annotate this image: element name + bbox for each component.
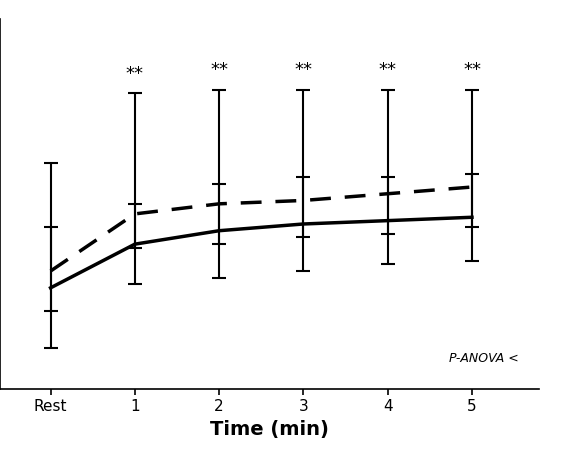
Text: **: ** [463,62,481,80]
Text: P-ANOVA <: P-ANOVA < [448,352,519,365]
Text: **: ** [126,65,144,83]
Text: **: ** [379,62,397,80]
Text: **: ** [210,62,228,80]
X-axis label: Time (min): Time (min) [211,419,329,438]
Text: **: ** [295,62,313,80]
